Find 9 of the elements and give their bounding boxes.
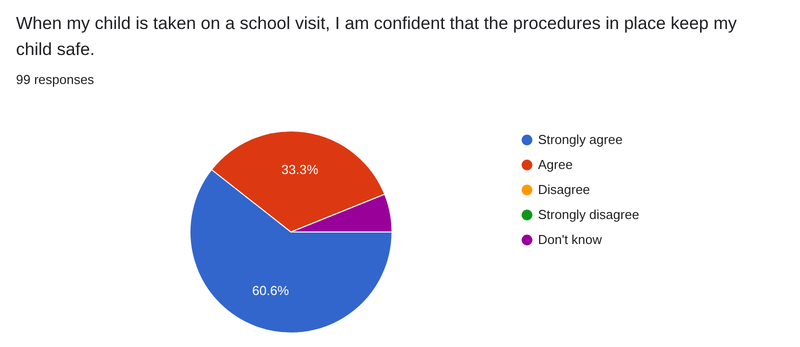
data-label: 60.6% (252, 283, 290, 298)
legend-label: Don't know (538, 232, 603, 247)
legend-label: Strongly agree (538, 132, 623, 147)
chart-title: When my child is taken on a school visit, I am confident that the procedures in place keep my child safe. (16, 12, 738, 61)
legend-label: Agree (538, 157, 573, 172)
legend-label: Strongly disagree (538, 207, 640, 222)
data-label: 33.3% (281, 162, 319, 178)
legend-label: Disagree (538, 182, 590, 197)
text: 99 responses (16, 72, 94, 87)
